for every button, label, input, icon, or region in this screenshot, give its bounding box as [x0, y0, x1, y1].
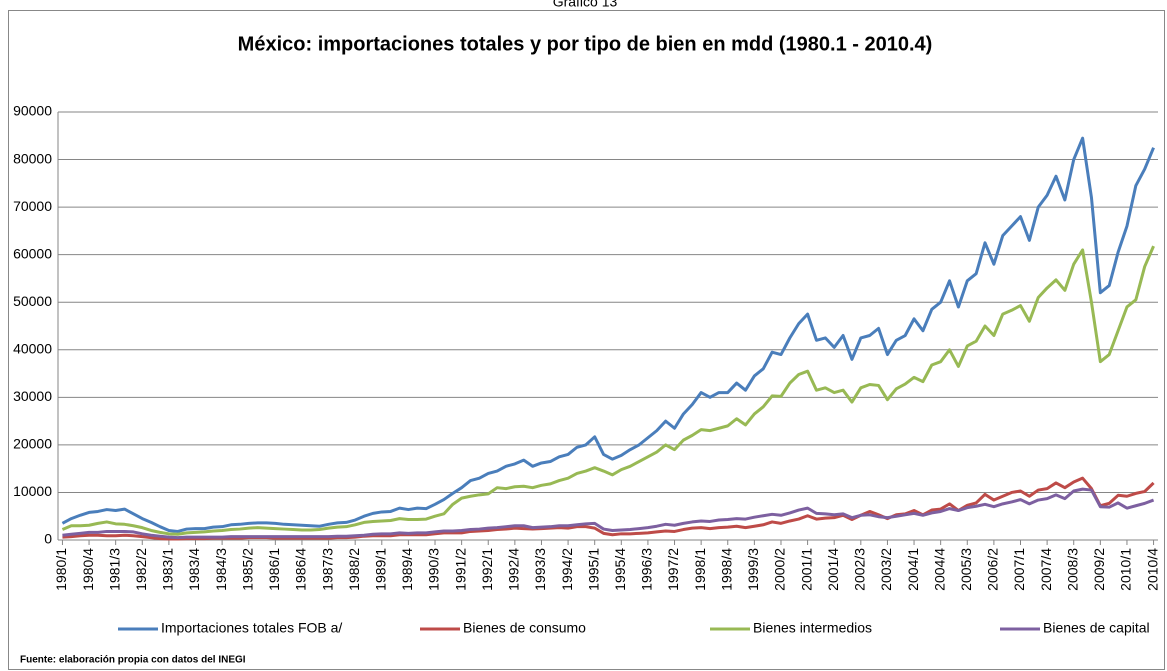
x-tick-label: 2000/2 [772, 548, 788, 591]
x-tick-label: 1992/4 [506, 548, 522, 591]
line-series [61, 245, 1155, 536]
x-tick-label: 1984/3 [213, 548, 229, 591]
x-tick-label: 2006/2 [985, 548, 1001, 591]
y-tick-label: 70000 [13, 198, 52, 214]
x-tick-label: 1995/1 [585, 548, 601, 591]
x-tick-label: 2008/3 [1064, 548, 1080, 591]
x-tick-label: 2010/4 [1144, 548, 1160, 591]
x-tick-label: 1981/3 [106, 548, 122, 591]
y-tick-label: 0 [44, 531, 52, 547]
x-tick-label: 1992/1 [479, 548, 495, 591]
x-tick-label: 1986/1 [266, 548, 282, 591]
x-tick-label: 1988/2 [346, 548, 362, 591]
y-tick-label: 20000 [13, 436, 52, 452]
x-tick-label: 1982/2 [133, 548, 149, 591]
legend-label: Importaciones totales FOB a/ [161, 620, 342, 636]
x-tick-label: 2010/1 [1118, 548, 1134, 591]
y-tick-label: 30000 [13, 388, 52, 404]
x-tick-label: 1983/1 [160, 548, 176, 591]
line-series [62, 487, 1155, 540]
x-tick-label: 1993/3 [532, 548, 548, 591]
x-tick-label: 1998/1 [692, 548, 708, 591]
x-tick-label: 1999/3 [745, 548, 761, 591]
x-tick-label: 2007/1 [1011, 548, 1027, 591]
y-tick-label: 10000 [13, 483, 52, 499]
legend-label: Bienes intermedios [753, 620, 872, 636]
x-tick-label: 1986/4 [293, 548, 309, 591]
x-tick-label: 2005/3 [958, 548, 974, 591]
x-tick-label: 1997/2 [665, 548, 681, 591]
y-tick-label: 60000 [13, 245, 52, 261]
x-tick-label: 1991/2 [452, 548, 468, 591]
x-tick-label: 2001/4 [825, 548, 841, 591]
x-tick-label: 2007/4 [1038, 548, 1054, 591]
x-tick-label: 1994/2 [559, 548, 575, 591]
x-tick-label: 1995/4 [612, 548, 628, 591]
y-tick-label: 50000 [13, 293, 52, 309]
x-tick-label: 1983/4 [186, 548, 202, 591]
x-tick-label: 1980/1 [53, 548, 69, 591]
chart-title: México: importaciones totales y por tipo… [238, 33, 933, 55]
x-tick-label: 1989/4 [399, 548, 415, 591]
x-tick-label: 1998/4 [718, 548, 734, 591]
x-tick-label: 2002/3 [852, 548, 868, 591]
source-note: Fuente: elaboración propia con datos del… [20, 655, 246, 666]
x-tick-label: 2004/1 [905, 548, 921, 591]
x-tick-label: 1985/2 [239, 548, 255, 591]
x-tick-label: 1989/1 [372, 548, 388, 591]
x-tick-label: 2001/1 [798, 548, 814, 591]
legend-label: Bienes de capital [1043, 620, 1150, 636]
x-tick-label: 2009/2 [1091, 548, 1107, 591]
x-tick-label: 2004/4 [931, 548, 947, 591]
x-tick-label: 1990/3 [426, 548, 442, 591]
y-tick-label: 80000 [13, 150, 52, 166]
line-series [61, 136, 1155, 533]
x-tick-label: 2003/2 [878, 548, 894, 591]
legend-label: Bienes de consumo [463, 620, 586, 636]
y-tick-label: 40000 [13, 340, 52, 356]
y-tick-label: 90000 [13, 103, 52, 119]
x-tick-label: 1996/3 [639, 548, 655, 591]
x-tick-label: 1987/3 [319, 548, 335, 591]
chart-header: Gráfico 13 [553, 0, 618, 10]
x-tick-label: 1980/4 [80, 548, 96, 591]
chart-border [8, 10, 1165, 670]
